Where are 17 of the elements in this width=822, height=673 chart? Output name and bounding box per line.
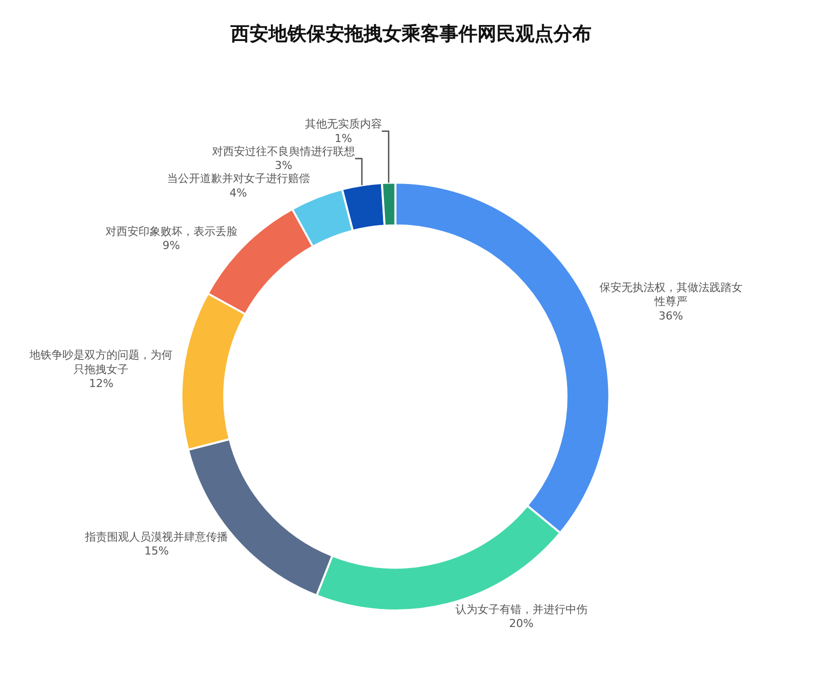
chart-title: 西安地铁保安拖拽女乘客事件网民观点分布 xyxy=(230,23,592,46)
slice-label: 保安无执法权，其做法践踏女性尊严 xyxy=(599,280,742,308)
data-label: 15% xyxy=(144,544,169,558)
slice-label: 对西安印象败坏，表示丢脸 xyxy=(105,224,238,238)
data-label: 1% xyxy=(334,132,352,145)
slice-label: 其他无实质内容 xyxy=(304,118,382,131)
data-label: 3% xyxy=(274,159,292,172)
slice-label: 认为女子有错，并进行中伤 xyxy=(455,602,588,616)
slice-label: 对西安过往不良舆情进行联想 xyxy=(212,144,356,158)
data-label: 20% xyxy=(509,617,534,630)
data-label: 9% xyxy=(162,239,180,252)
data-label: 36% xyxy=(658,309,684,322)
slice-label: 当公开道歉并对女子进行赔偿 xyxy=(166,172,310,186)
slice-label: 指责围观人员漠视并肆意传播 xyxy=(84,530,228,544)
data-label: 12% xyxy=(88,377,114,390)
data-label: 4% xyxy=(230,186,248,200)
slice-label: 地铁争吵是双方的问题，为何只拖拽女子 xyxy=(28,348,173,376)
